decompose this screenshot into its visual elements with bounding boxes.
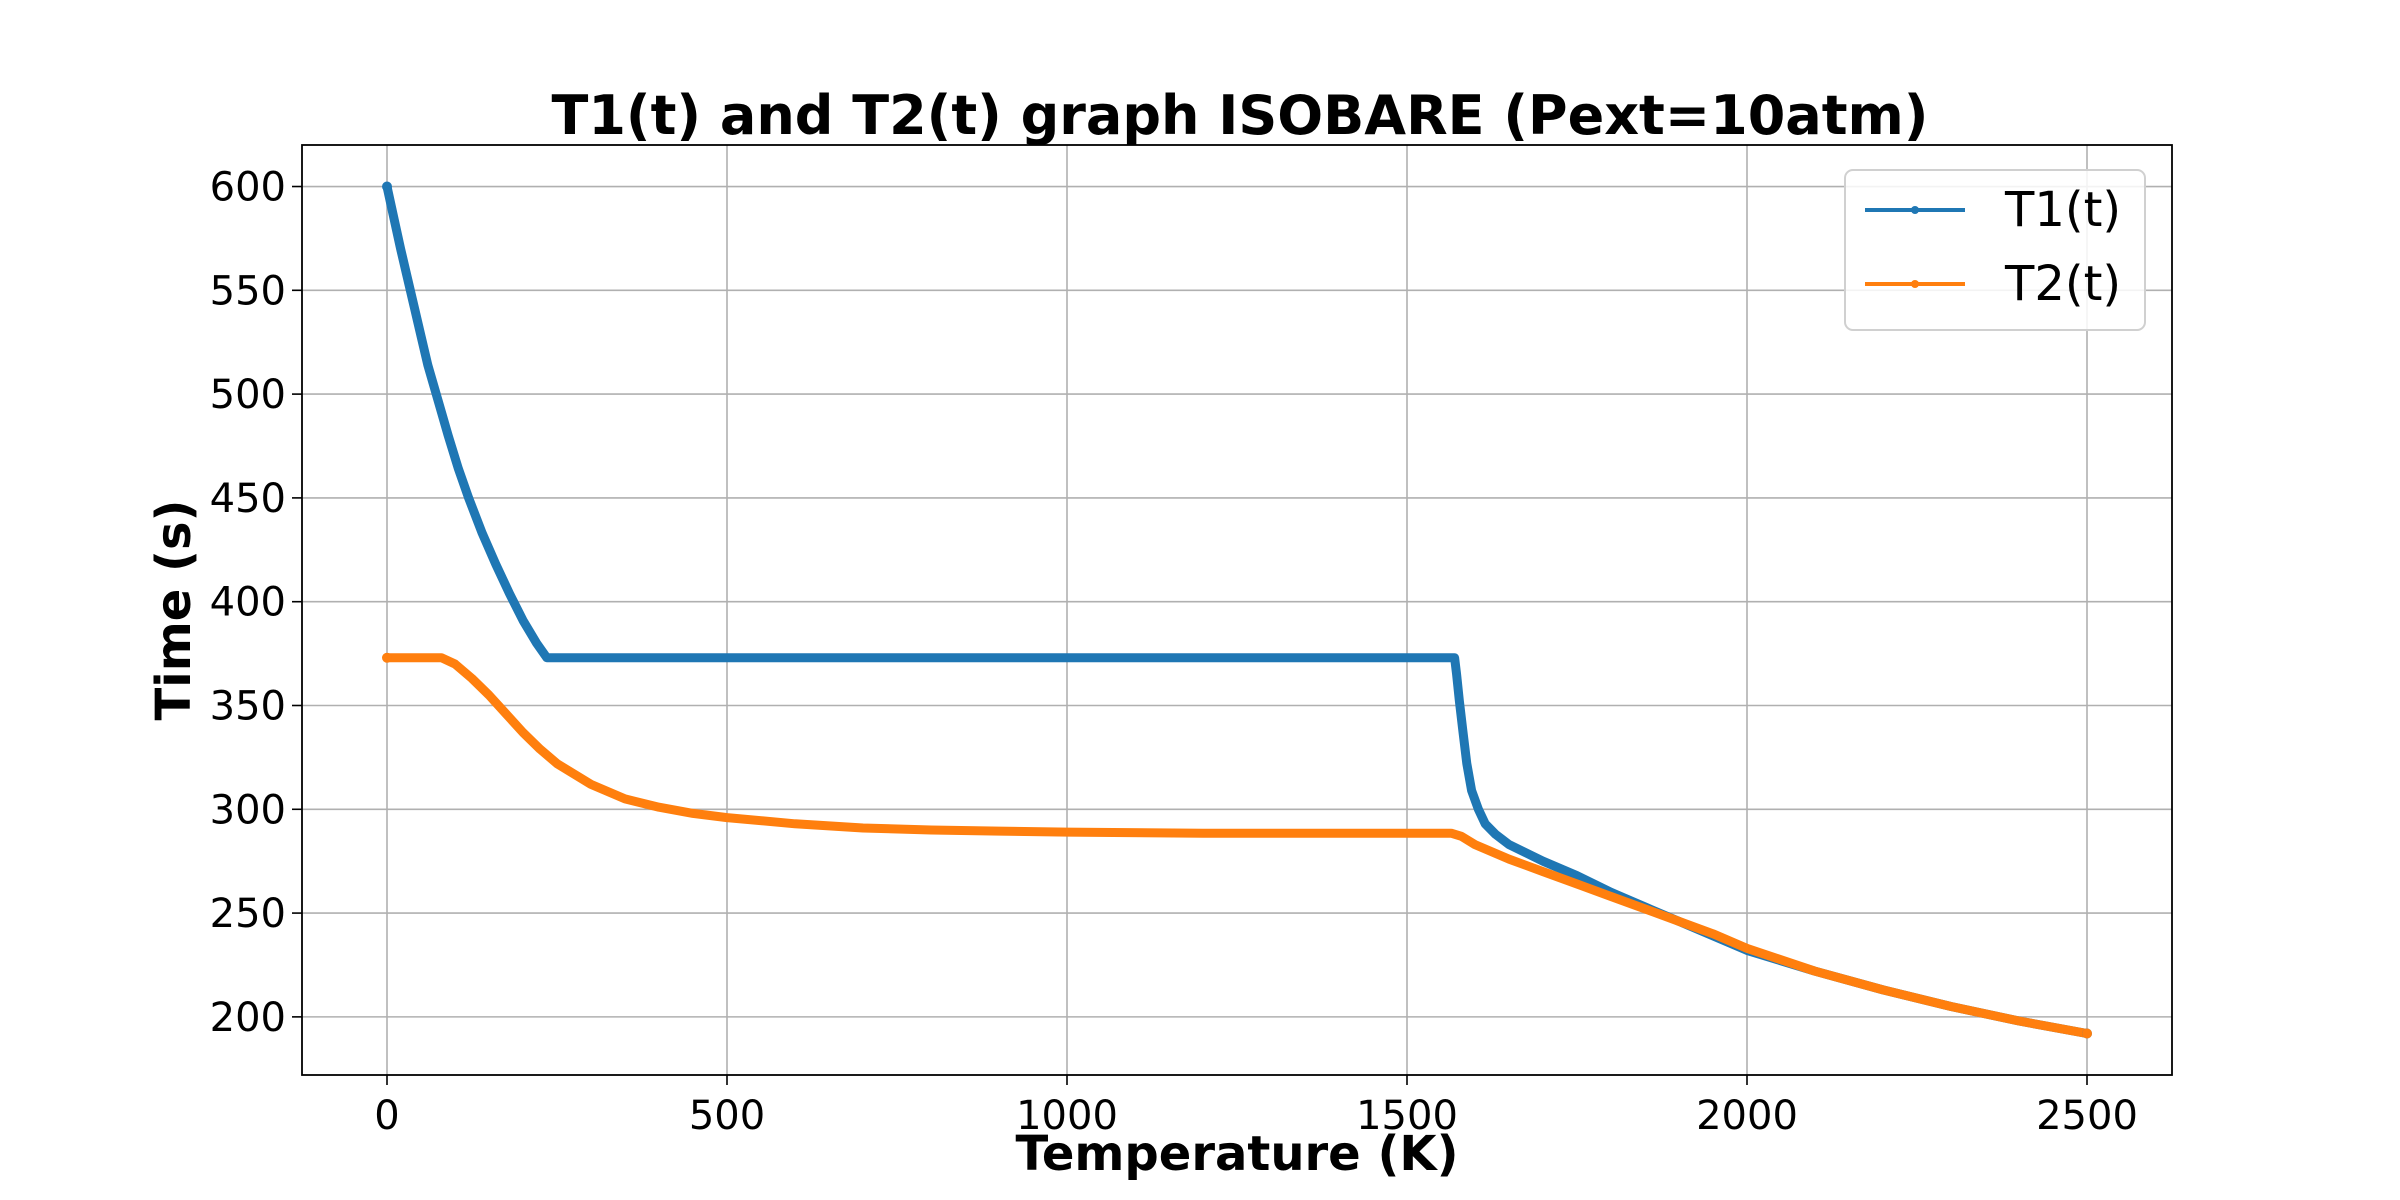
legend-label-t2: T2(t) [2004, 256, 2121, 312]
x-tick-label: 500 [689, 1093, 765, 1139]
series-lines [382, 181, 2092, 1039]
legend-marker-t2 [1911, 280, 1919, 288]
y-tick-label: 350 [210, 683, 286, 729]
legend: T1(t) T2(t) [1844, 169, 2146, 331]
y-axis-label: Time (s) [146, 500, 202, 721]
series-line-t1 [382, 182, 2092, 1038]
plot-area-frame [301, 144, 2173, 1076]
y-tick-label: 600 [210, 165, 286, 211]
series-point [2082, 1028, 2092, 1039]
axis-ticks: 0 500 1000 1500 2000 2500 200 250 300 350 400 450 50… [210, 165, 2138, 1139]
series-point [382, 652, 392, 663]
y-tick-label: 450 [210, 476, 286, 522]
y-tick-label: 500 [210, 372, 286, 418]
y-tick-label: 300 [210, 787, 286, 833]
legend-marker-t1 [1911, 206, 1919, 214]
x-axis-label: Temperature (K) [1015, 1126, 1458, 1182]
x-tick-label: 2000 [1696, 1093, 1798, 1139]
y-tick-label: 550 [210, 268, 286, 314]
x-tick-label: 2500 [2036, 1093, 2138, 1139]
y-tick-label: 400 [210, 580, 286, 626]
x-tick-label: 1000 [1016, 1093, 1118, 1139]
x-tick-label: 1500 [1356, 1093, 1458, 1139]
x-tick-label: 0 [374, 1093, 399, 1139]
series-line-t2 [382, 653, 2092, 1038]
legend-label-t1: T1(t) [2004, 182, 2121, 238]
y-tick-label: 250 [210, 891, 286, 937]
y-tick-label: 200 [210, 995, 286, 1041]
series-point [382, 181, 392, 192]
chart-title: T1(t) and T2(t) graph ISOBARE (Pext=10at… [552, 84, 1929, 147]
